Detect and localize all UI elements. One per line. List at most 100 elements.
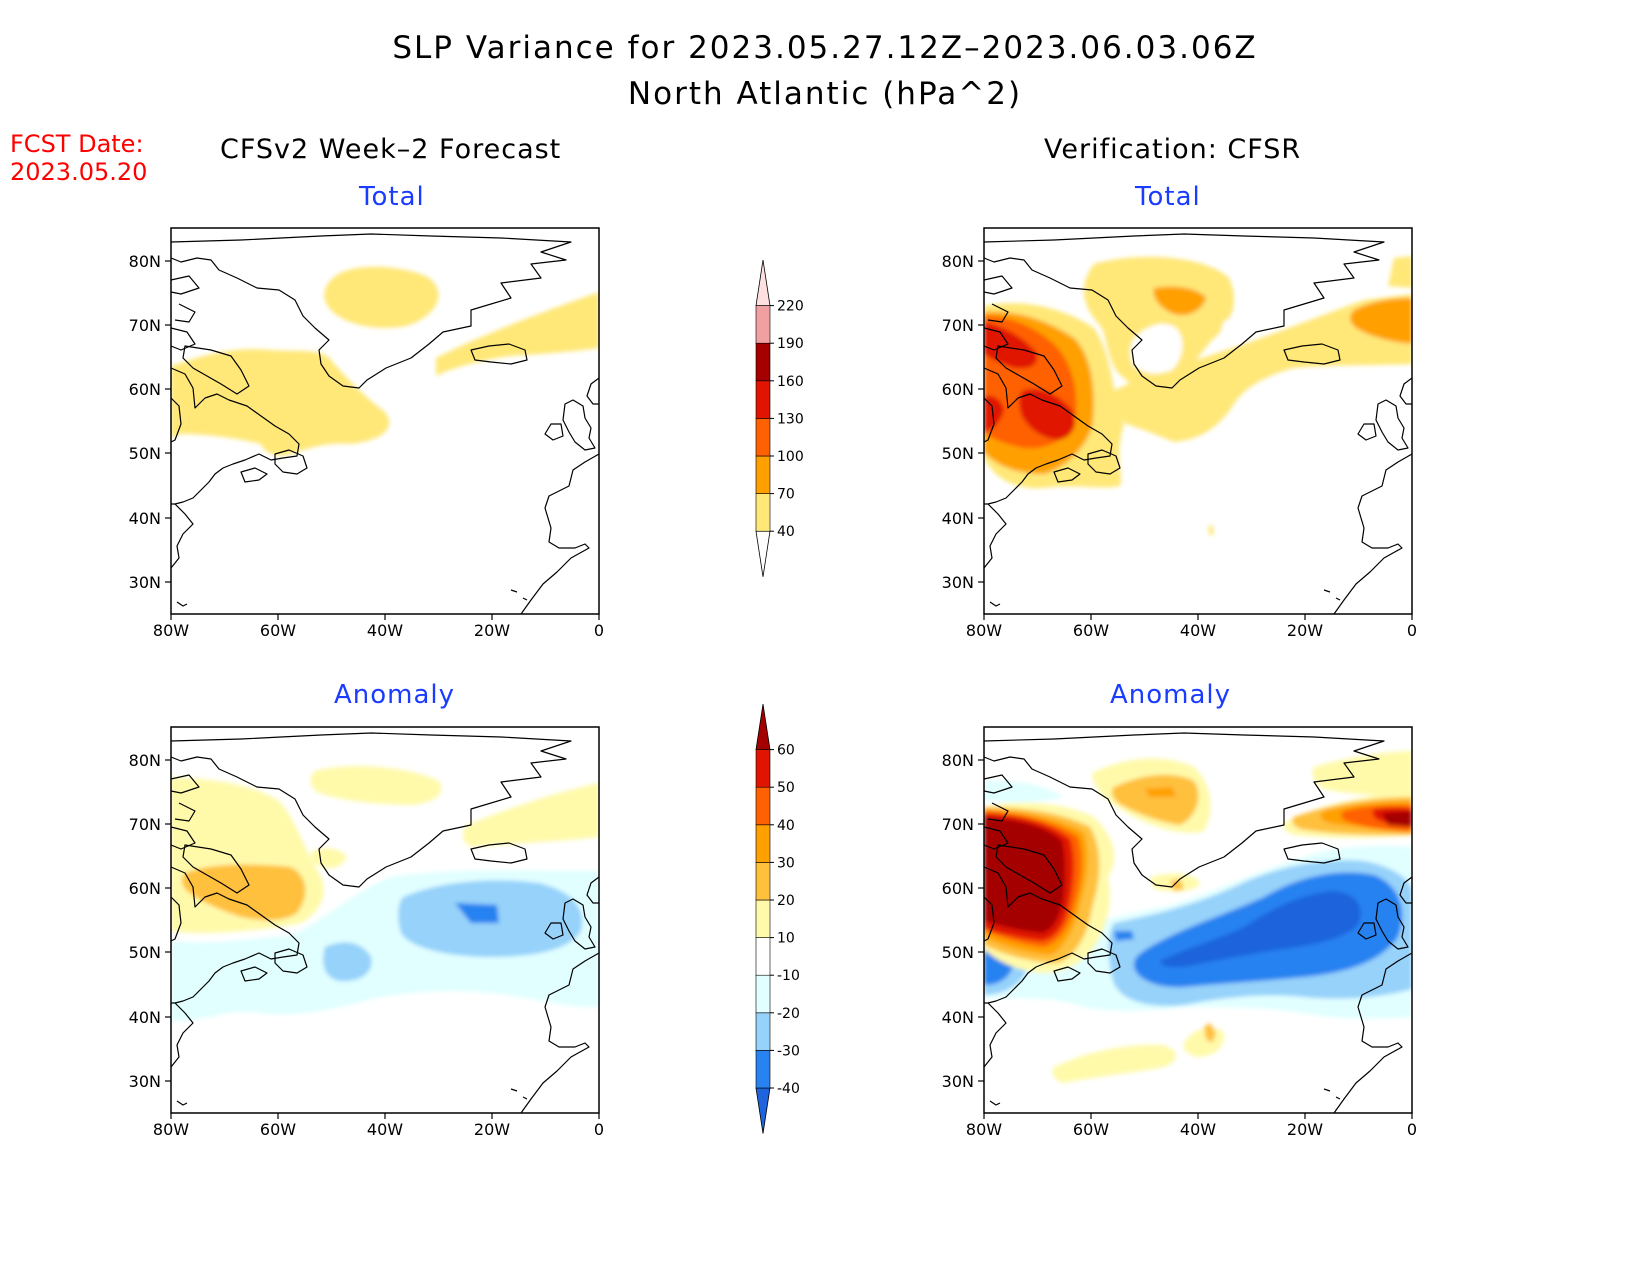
- lat-tick-label: 40N: [129, 1008, 161, 1027]
- lat-tick-label: 50N: [129, 444, 161, 463]
- colorbar-segment: [755, 380, 771, 419]
- colorbar-segment: [755, 862, 771, 901]
- colorbar-segment: [755, 974, 771, 1014]
- lat-tick-label: 50N: [942, 444, 974, 463]
- lon-tick-label: 40W: [1180, 621, 1216, 640]
- colorbar-segment: [755, 455, 771, 494]
- colorbar-level-label: 100: [777, 449, 804, 465]
- colorbar-level-label: 40: [777, 818, 795, 834]
- lon-tick-label: 60W: [1073, 621, 1109, 640]
- lon-tick-label: 0: [1407, 621, 1417, 640]
- panel-title-verification-total: Total: [1135, 182, 1201, 212]
- axis-labels: 80N 70N 60N 50N 40N 30N 80W 60W 40W 20W 0: [129, 252, 604, 640]
- panel-forecast-anomaly: 80N 70N 60N 50N 40N 30N 80W 60W 40W 20W 0: [129, 726, 604, 1139]
- colorbar-level-label: 160: [777, 374, 804, 390]
- colorbar-level-label: 10: [777, 931, 795, 947]
- colorbar-level-label: -30: [777, 1043, 800, 1059]
- lon-tick-label: 0: [1407, 1120, 1417, 1139]
- lat-tick-label: 70N: [942, 316, 974, 335]
- lat-tick-label: 80N: [942, 751, 974, 770]
- panel-title-forecast-anomaly: Anomaly: [334, 680, 456, 710]
- colorbar-segment: [755, 899, 771, 938]
- lon-tick-label: 20W: [474, 621, 510, 640]
- lon-tick-label: 40W: [367, 621, 403, 640]
- chart-title: SLP Variance for 2023.05.27.12Z–2023.06.…: [392, 30, 1258, 66]
- colorbar-segment: [755, 259, 771, 306]
- lon-tick-label: 40W: [367, 1120, 403, 1139]
- panel-title-forecast-total: Total: [359, 182, 425, 212]
- panel-verification-total: 80N 70N 60N 50N 40N 30N 80W 60W 40W 20W 0: [942, 227, 1417, 640]
- panel-verification-anomaly: 80N 70N 60N 50N 40N 30N 80W 60W 40W 20W 0: [942, 726, 1417, 1139]
- colorbar-level-label: 50: [777, 780, 795, 796]
- panel-title-verification-anomaly: Anomaly: [1110, 680, 1232, 710]
- colorbar-level-label: 60: [777, 743, 795, 759]
- colorbar-total: 40 70 100 130 160 190 220: [755, 259, 804, 577]
- colorbar-segment: [755, 937, 771, 976]
- colorbar-level-label: 30: [777, 855, 795, 871]
- column-header-forecast: CFSv2 Week–2 Forecast: [220, 134, 562, 165]
- lat-tick-label: 60N: [942, 380, 974, 399]
- chart-subtitle: North Atlantic (hPa^2): [627, 76, 1023, 112]
- axis-labels: 80N 70N 60N 50N 40N 30N 80W 60W 40W 20W 0: [942, 252, 1417, 640]
- colorbar-segment: [755, 749, 771, 788]
- axis-labels: 80N 70N 60N 50N 40N 30N 80W 60W 40W 20W 0: [129, 751, 604, 1139]
- lat-tick-label: 70N: [942, 815, 974, 834]
- lon-tick-label: 40W: [1180, 1120, 1216, 1139]
- lat-tick-label: 50N: [942, 943, 974, 962]
- lat-tick-label: 50N: [129, 943, 161, 962]
- lat-tick-label: 30N: [942, 1072, 974, 1091]
- lon-tick-label: 0: [594, 621, 604, 640]
- lat-tick-label: 80N: [129, 751, 161, 770]
- lon-tick-label: 80W: [153, 621, 189, 640]
- lon-tick-label: 80W: [966, 1120, 1002, 1139]
- lat-tick-label: 80N: [129, 252, 161, 271]
- lat-tick-label: 40N: [129, 509, 161, 528]
- colorbar-level-label: -40: [777, 1081, 800, 1097]
- colorbar-segment: [755, 786, 771, 826]
- colorbar-segment: [755, 824, 771, 863]
- colorbar-segment: [755, 418, 771, 457]
- lon-tick-label: 20W: [474, 1120, 510, 1139]
- colorbar-level-label: 70: [777, 487, 795, 503]
- axis-labels: 80N 70N 60N 50N 40N 30N 80W 60W 40W 20W 0: [942, 751, 1417, 1139]
- lon-tick-label: 20W: [1287, 1120, 1323, 1139]
- colorbar-segment: [755, 1087, 771, 1134]
- column-header-verification: Verification: CFSR: [1044, 134, 1302, 165]
- fcst-date-label: FCST Date:: [10, 130, 144, 158]
- colorbar-segment: [755, 342, 771, 382]
- lat-tick-label: 70N: [129, 815, 161, 834]
- colorbar-anomaly: -40 -30 -20 -10 10 20 30 40 50 60: [755, 703, 800, 1134]
- lon-tick-label: 60W: [260, 1120, 296, 1139]
- lon-tick-label: 80W: [966, 621, 1002, 640]
- lat-tick-label: 40N: [942, 509, 974, 528]
- lon-tick-label: 60W: [1073, 1120, 1109, 1139]
- lat-tick-label: 30N: [942, 573, 974, 592]
- lon-tick-label: 60W: [260, 621, 296, 640]
- colorbar-level-label: 130: [777, 411, 804, 427]
- colorbar-level-label: 220: [777, 299, 804, 315]
- lon-tick-label: 80W: [153, 1120, 189, 1139]
- lat-tick-label: 60N: [942, 879, 974, 898]
- colorbar-segment: [755, 1050, 771, 1089]
- colorbar-level-label: -20: [777, 1006, 800, 1022]
- lat-tick-label: 60N: [129, 879, 161, 898]
- lat-tick-label: 70N: [129, 316, 161, 335]
- colorbar-segment: [755, 493, 771, 532]
- lat-tick-label: 40N: [942, 1008, 974, 1027]
- colorbar-level-label: 190: [777, 336, 804, 352]
- lon-tick-label: 0: [594, 1120, 604, 1139]
- colorbar-level-label: 40: [777, 524, 795, 540]
- lon-tick-label: 20W: [1287, 621, 1323, 640]
- lat-tick-label: 80N: [942, 252, 974, 271]
- colorbar-segment: [755, 1012, 771, 1051]
- lat-tick-label: 30N: [129, 573, 161, 592]
- fcst-date-value: 2023.05.20: [10, 158, 148, 186]
- colorbar-segment: [755, 305, 771, 344]
- colorbar-level-label: 20: [777, 893, 795, 909]
- colorbar-segment: [755, 530, 771, 577]
- lat-tick-label: 30N: [129, 1072, 161, 1091]
- colorbar-segment: [755, 703, 771, 750]
- panel-forecast-total: 80N 70N 60N 50N 40N 30N 80W 60W 40W 20W 0: [129, 227, 604, 640]
- lat-tick-label: 60N: [129, 380, 161, 399]
